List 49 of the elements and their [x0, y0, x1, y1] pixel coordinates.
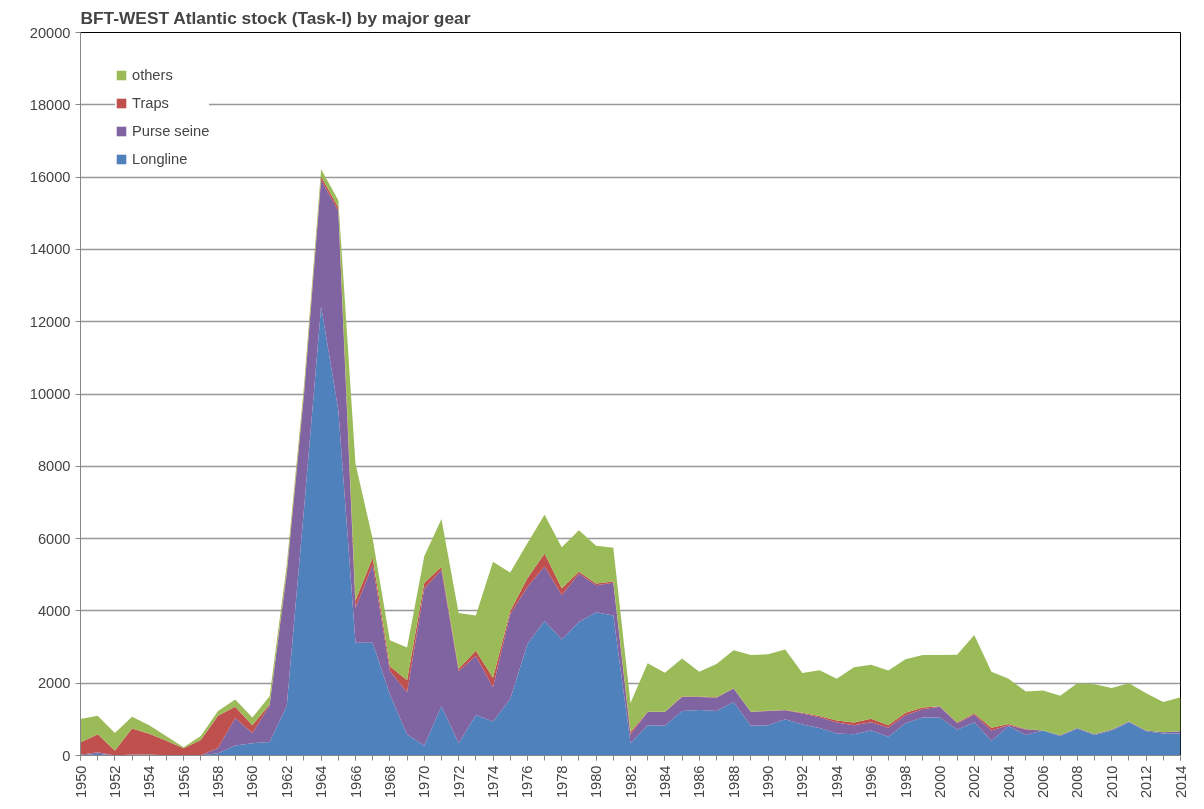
- legend-label: Longline: [132, 151, 188, 167]
- x-tick-label: 1958: [210, 765, 226, 799]
- x-tick-label: 2004: [1000, 765, 1017, 799]
- y-tick-label: 18000: [29, 96, 71, 113]
- y-tick-label: 4000: [37, 602, 71, 619]
- x-tick-label: 1952: [106, 765, 123, 799]
- y-tick-label: 14000: [29, 241, 71, 258]
- x-tick-label: 2008: [1069, 765, 1086, 799]
- x-tick-label: 1996: [863, 765, 880, 799]
- x-tick-label: 1962: [278, 765, 295, 799]
- x-tick-label: 2000: [931, 765, 948, 799]
- x-tick-label: 2010: [1103, 765, 1120, 799]
- x-tick-label: 1986: [691, 765, 708, 799]
- y-tick-label: 10000: [29, 386, 71, 402]
- legend-label: Traps: [132, 95, 169, 111]
- y-tick-label: 8000: [37, 458, 71, 475]
- x-tick-label: 1992: [794, 765, 811, 799]
- x-tick-label: 1988: [725, 765, 742, 799]
- x-tick-label: 2014: [1172, 765, 1189, 799]
- x-tick-label: 2012: [1138, 765, 1155, 799]
- x-tick-label: 1968: [381, 765, 398, 799]
- y-tick-label: 12000: [29, 313, 71, 330]
- x-tick-label: 1978: [553, 765, 570, 799]
- y-tick-label: 2000: [37, 675, 71, 692]
- x-tick-label: 1994: [828, 765, 845, 799]
- legend-label: others: [132, 67, 173, 83]
- x-tick-label: 1960: [244, 765, 261, 799]
- x-tick-label: 1954: [141, 765, 158, 799]
- x-tick-label: 1998: [897, 765, 914, 799]
- y-tick-label: 16000: [29, 169, 71, 186]
- x-tick-label: 1972: [450, 765, 467, 799]
- x-tick-label: 1970: [416, 765, 433, 799]
- y-tick-label: 20000: [29, 24, 71, 41]
- x-tick-label: 1974: [485, 765, 501, 799]
- y-tick-label: 0: [62, 747, 71, 764]
- x-tick-label: 2006: [1035, 765, 1051, 799]
- x-tick-label: 1984: [656, 765, 673, 799]
- x-tick-label: 1976: [519, 765, 536, 799]
- legend-label: Purse seine: [132, 123, 210, 139]
- y-tick-label: 6000: [37, 530, 71, 547]
- x-tick-label: 1982: [622, 765, 639, 799]
- x-tick-label: 1966: [347, 765, 364, 799]
- x-tick-label: 1964: [313, 765, 330, 799]
- x-tick-label: 1990: [760, 765, 776, 799]
- x-tick-label: 1980: [588, 765, 605, 799]
- x-tick-label: 1956: [175, 765, 192, 799]
- x-tick-label: 2002: [966, 765, 983, 799]
- x-tick-label: 1950: [72, 765, 89, 799]
- chart-title: BFT-WEST Atlantic stock (Task-I) by major gear: [80, 7, 471, 28]
